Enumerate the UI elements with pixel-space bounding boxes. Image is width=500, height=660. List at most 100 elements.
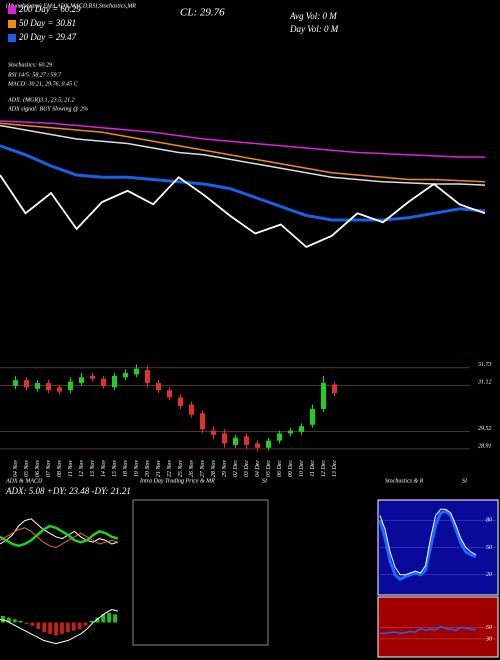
macd-bar [95, 617, 100, 623]
panel-title: SI [262, 478, 268, 484]
chart-title: (MunafaSutra) EMA,ADX,MACD,RSI,Stochasti… [6, 2, 136, 9]
candle-body [222, 433, 227, 444]
x-tick-label: 02 Dec [233, 460, 239, 477]
macd-bar [42, 622, 47, 633]
x-tick-label: 09 Dec [288, 460, 294, 477]
x-tick-label: 05 Nov [24, 460, 30, 478]
y-tick-label: 28.91 [478, 443, 492, 449]
intraday-box [132, 499, 269, 646]
macd-bar [30, 622, 35, 626]
candle-body [167, 390, 172, 398]
x-tick-label: 11 Dec [310, 460, 316, 477]
y-tick-label: 29.52 [478, 426, 492, 432]
x-tick-label: 13 Nov [90, 460, 96, 478]
panel-bg [377, 596, 499, 658]
x-tick-label: 18 Nov [123, 460, 129, 478]
candle-body [200, 413, 205, 430]
x-tick-label: 25 Nov [178, 460, 184, 478]
candle-body [13, 380, 18, 386]
candle-body [123, 372, 128, 378]
legend-entry: 50 Day = 30.81 [19, 18, 76, 28]
x-tick-label: 13 Dec [332, 460, 338, 477]
candle-body [310, 408, 315, 425]
note: ADX: (MGR)3.1, 23.5, 21.2 [7, 96, 75, 103]
candle-body [35, 383, 40, 389]
series-line [380, 625, 477, 634]
candle-body [266, 440, 271, 448]
x-tick-label: 08 Nov [57, 460, 63, 478]
series-line [0, 524, 119, 548]
y-tick-label: 31.73 [477, 362, 492, 368]
macd-bar [65, 622, 70, 633]
x-tick-label: 19 Nov [134, 460, 140, 478]
x-tick-label: 26 Nov [189, 460, 195, 478]
macd-bar [71, 622, 76, 631]
x-tick-label: 22 Nov [167, 460, 173, 478]
x-tick-label: 11 Nov [68, 460, 74, 477]
macd-bar [89, 620, 94, 623]
y-tick-label: 30 [485, 636, 492, 642]
candle-body [24, 380, 29, 388]
macd-bar [54, 622, 58, 636]
legend-swatch [8, 6, 16, 14]
day-vol: Day Vol: 0 M [289, 24, 339, 34]
candle-body [134, 368, 139, 375]
series-line [0, 174, 486, 249]
candle-body [321, 383, 326, 409]
candle-body [189, 404, 194, 415]
x-tick-label: 04 Nov [12, 460, 19, 478]
series-line [0, 518, 119, 545]
note: MACD: 30.21, 29.76, 0.45 C [7, 80, 78, 87]
candle-body [90, 375, 95, 379]
series-line [0, 122, 486, 183]
series-line [378, 509, 477, 582]
candle-body [233, 437, 238, 445]
legend-entry: 20 Day = 29.47 [19, 32, 77, 42]
candle-body [145, 370, 150, 384]
candle-body [211, 430, 216, 435]
note: ADX signal: BUY Slowing @ 2% [7, 106, 88, 112]
panel-title: SI [462, 478, 468, 484]
macd-bar [18, 620, 23, 623]
x-tick-label: 12 Nov [79, 460, 85, 478]
candle-body [332, 384, 337, 394]
macd-bar [60, 622, 64, 634]
candle-body [299, 426, 304, 432]
candle-body [277, 433, 282, 441]
candle-body [101, 378, 106, 386]
x-tick-label: 12 Dec [321, 460, 327, 477]
panel-title: Stochastics & R [385, 478, 424, 484]
series-line [0, 124, 486, 186]
series-line [0, 608, 119, 645]
x-tick-label: 15 Nov [112, 460, 118, 478]
y-tick-label: 50 [486, 625, 492, 631]
macd-bar [113, 614, 117, 623]
macd-bar [107, 612, 112, 623]
macd-bar [12, 619, 17, 623]
legend-entry: 200 Day = 60.29 [19, 4, 81, 14]
macd-bar [48, 622, 53, 634]
note: RSI 14/5: 58.27 / 59.7 [7, 71, 62, 78]
candle-body [156, 383, 161, 391]
x-tick-label: 29 Nov [222, 460, 228, 478]
x-tick-label: 21 Nov [156, 460, 162, 478]
macd-bar [24, 622, 29, 625]
candle-body [178, 397, 183, 407]
x-tick-label: 20 Nov [145, 460, 151, 478]
panel-title: Intra Day Trading Price & MR [139, 478, 215, 484]
legend-swatch [8, 20, 16, 28]
x-tick-label: 07 Nov [46, 460, 52, 478]
candle-body [112, 375, 117, 388]
y-tick-label: 31.12 [477, 380, 492, 386]
candle-body [57, 387, 62, 392]
y-tick-label: 80 [486, 518, 492, 524]
x-tick-label: 05 Dec [266, 460, 272, 477]
macd-bar [77, 622, 82, 629]
legend-swatch [8, 34, 16, 42]
x-tick-label: 14 Nov [100, 460, 107, 478]
x-tick-label: 10 Dec [299, 460, 305, 477]
series-line [0, 120, 485, 158]
macd-bar [83, 622, 88, 626]
close-label: CL: 29.76 [180, 7, 225, 19]
